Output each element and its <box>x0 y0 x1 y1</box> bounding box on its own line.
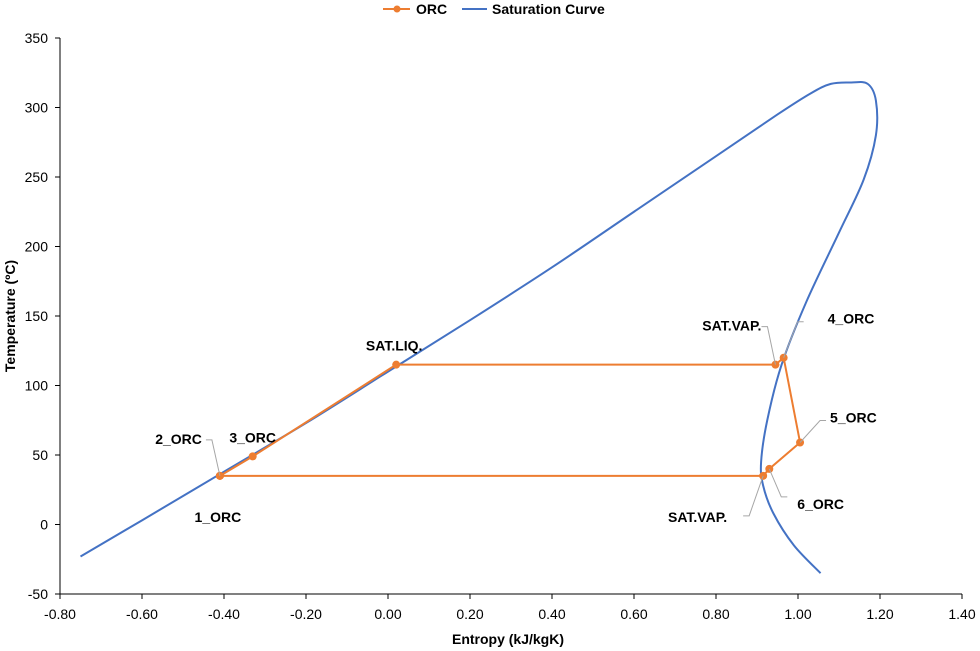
y-tick-label: 100 <box>25 378 49 394</box>
annotation-leader-line <box>761 326 776 365</box>
saturation-curve-line <box>79 81 879 574</box>
annotation-leader-line <box>205 439 221 476</box>
axes <box>55 37 963 599</box>
x-tick-labels: -0.80 -0.60 -0.40 -0.20 0.00 0.20 0.40 0.60 0.80… <box>44 606 976 622</box>
x-tick-label: 0.00 <box>374 606 401 622</box>
orc-cycle-line <box>219 355 802 477</box>
y-tick-label: 50 <box>32 447 48 463</box>
x-tick-label: 1.20 <box>866 606 893 622</box>
x-tick-label: 0.20 <box>456 606 483 622</box>
x-tick-label: -0.80 <box>44 606 76 622</box>
x-tick-label: 0.60 <box>620 606 647 622</box>
point-label: 4_ORC <box>828 311 875 327</box>
y-tick-label: 300 <box>25 100 49 116</box>
point-label: SAT.VAP. <box>702 318 761 334</box>
y-tick-label: 200 <box>25 239 49 255</box>
y-tick-label: 250 <box>25 169 49 185</box>
annotation-leader-line <box>768 468 788 498</box>
x-tick-label: 0.40 <box>538 606 565 622</box>
point-label: 1_ORC <box>195 509 242 525</box>
point-label: SAT.VAP. <box>668 509 727 525</box>
orc-point <box>392 360 401 369</box>
x-tick-label: -0.40 <box>208 606 240 622</box>
orc-point <box>248 452 257 461</box>
annotation-leader-line <box>783 321 804 358</box>
annotation-leader-line <box>799 419 827 443</box>
x-tick-label: 1.40 <box>948 606 975 622</box>
y-axis-title: Temperature (ºC) <box>2 260 18 372</box>
point-label: 6_ORC <box>797 496 844 512</box>
annotation-leader-line <box>743 475 764 517</box>
x-tick-label: -0.60 <box>126 606 158 622</box>
point-label: 5_ORC <box>830 409 877 425</box>
y-tick-label: -50 <box>28 586 48 602</box>
point-label: SAT.LIQ. <box>366 338 423 354</box>
point-label: 2_ORC <box>155 431 202 447</box>
x-tick-label: 1.00 <box>784 606 811 622</box>
y-tick-labels: -50 0 50 100 150 200 250 300 350 <box>25 30 49 602</box>
legend: ORC Saturation Curve <box>383 1 605 17</box>
x-tick-label: 0.80 <box>702 606 729 622</box>
x-tick-label: -0.20 <box>290 606 322 622</box>
x-axis-title: Entropy (kJ/kgK) <box>452 631 564 647</box>
point-label: 3_ORC <box>229 429 276 445</box>
y-tick-label: 150 <box>25 308 49 324</box>
y-tick-label: 0 <box>40 517 48 533</box>
annotation-layer: 1_ORC 2_ORC 3_ORC SAT.LIQ. SAT.VAP. 4_ORC 5_OR… <box>155 311 877 525</box>
legend-orc-label: ORC <box>416 1 447 17</box>
legend-orc-marker <box>393 5 401 13</box>
legend-saturation-label: Saturation Curve <box>492 1 605 17</box>
y-tick-label: 350 <box>25 30 49 46</box>
